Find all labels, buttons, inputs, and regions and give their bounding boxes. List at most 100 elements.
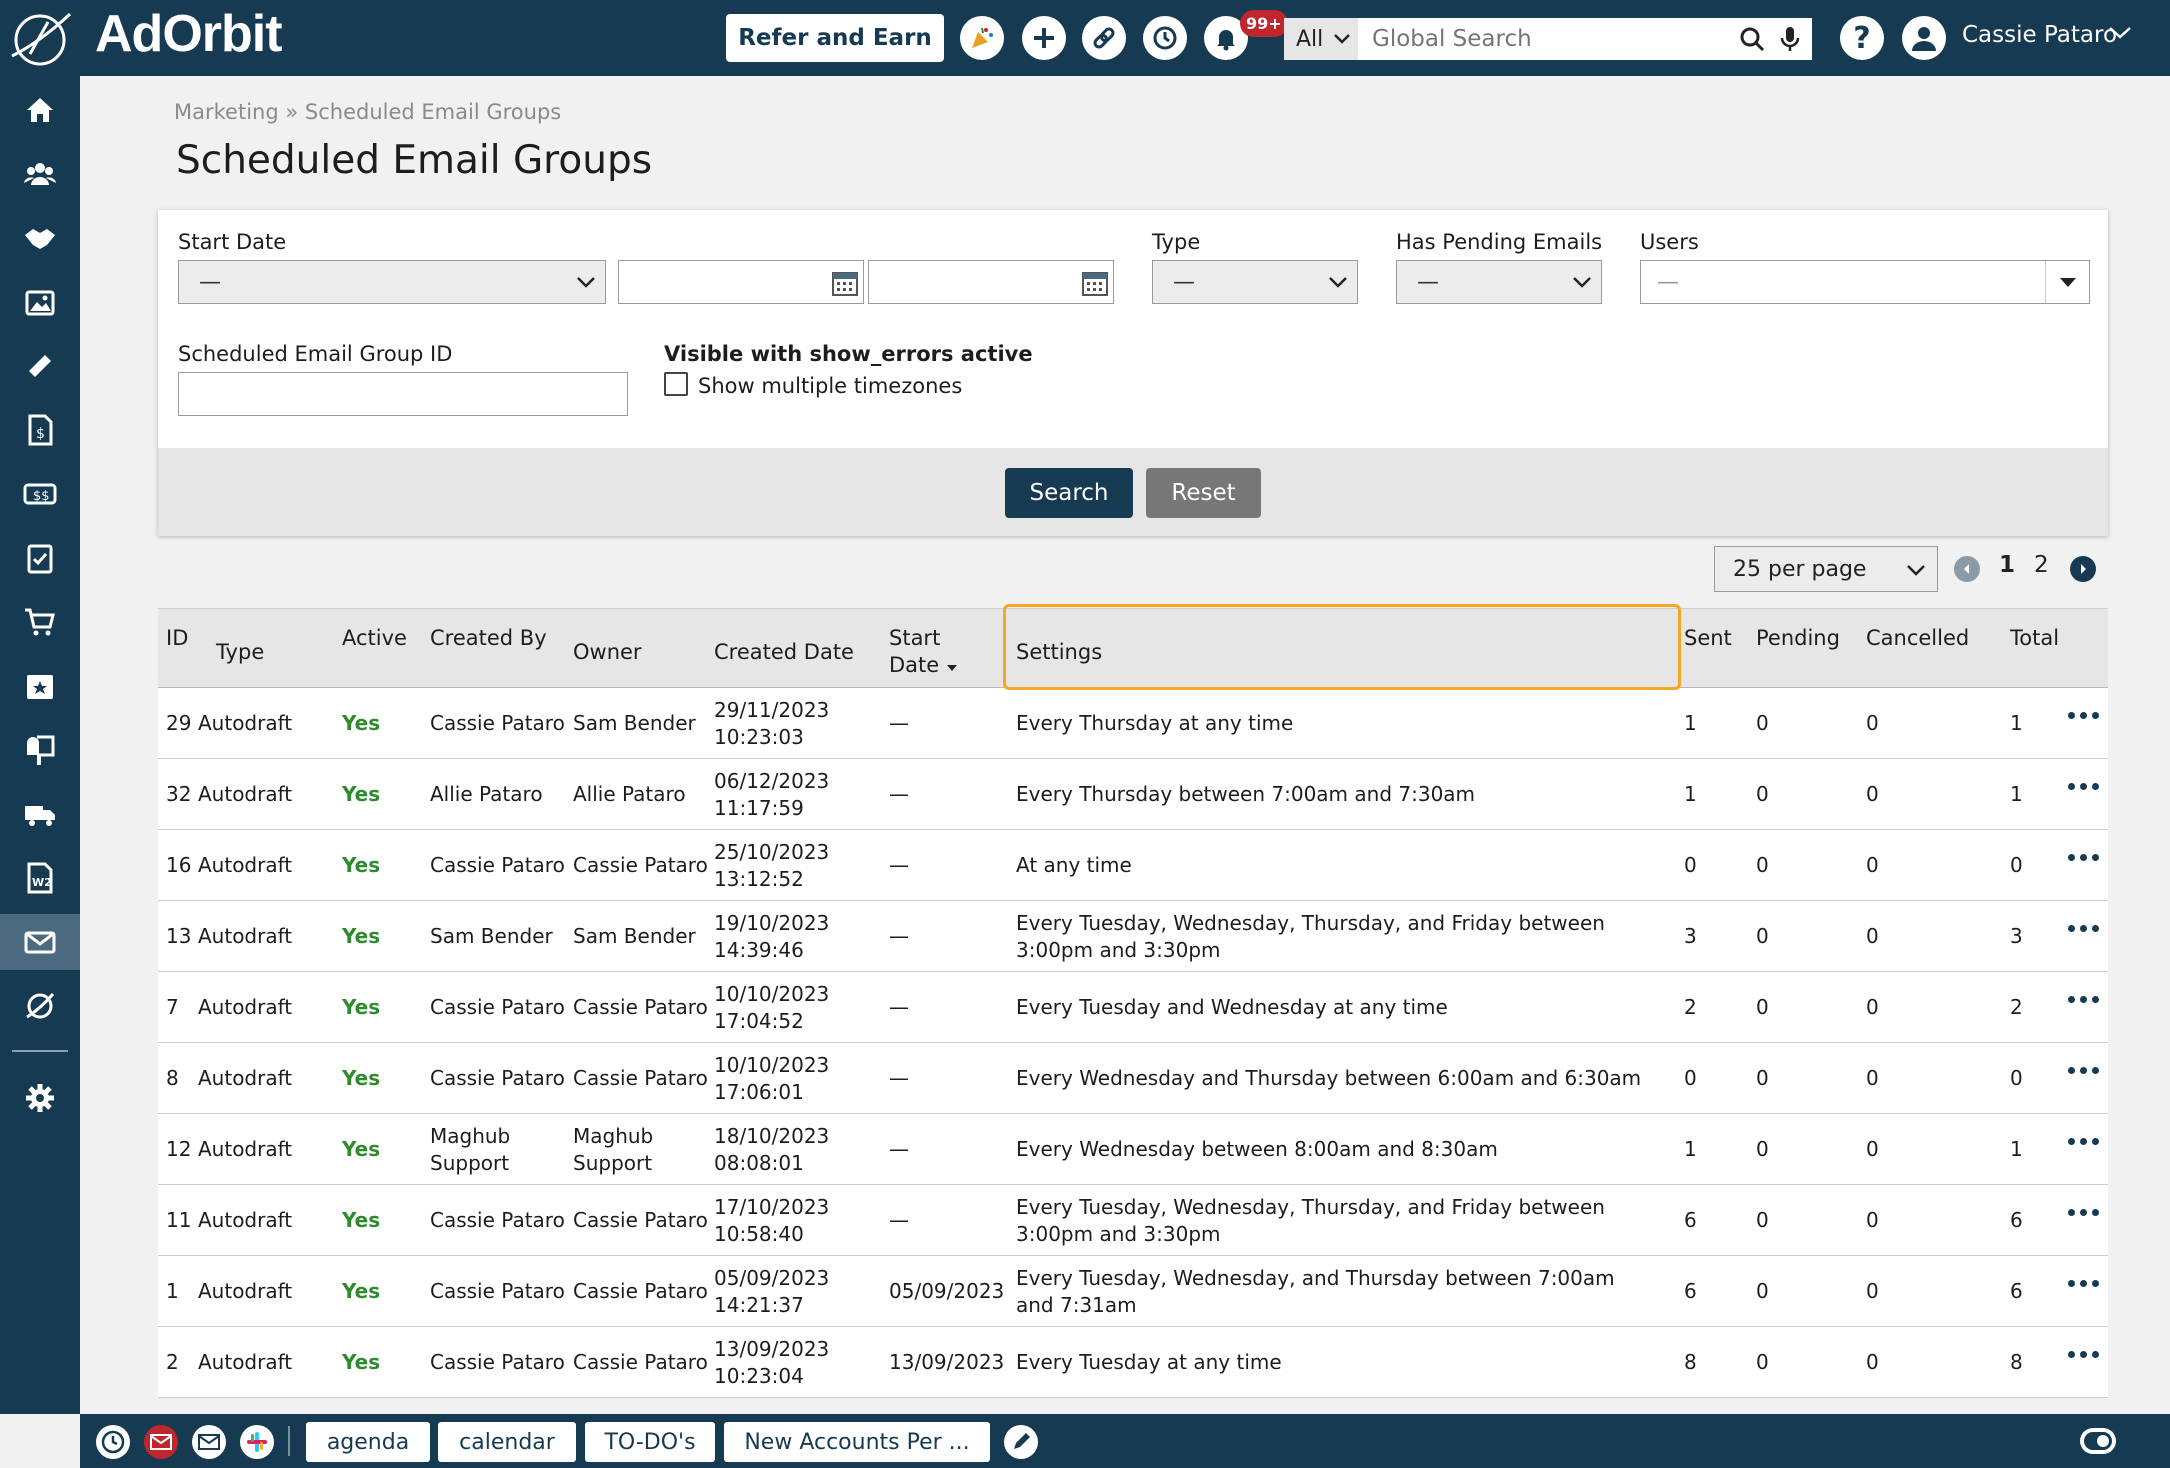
type-select[interactable]: —: [1152, 260, 1358, 304]
row-actions-ellipsis-icon[interactable]: [2068, 1067, 2099, 1074]
bottom-tab-agenda[interactable]: agenda: [306, 1422, 430, 1462]
sidebar-w2-icon[interactable]: W2: [0, 850, 80, 906]
sidebar-delivery-icon[interactable]: [0, 786, 80, 842]
show-multiple-timezones-checkbox[interactable]: [664, 372, 688, 396]
calendar-icon[interactable]: [1081, 269, 1109, 297]
microphone-icon[interactable]: [1780, 25, 1800, 53]
row-actions-ellipsis-icon[interactable]: [2068, 783, 2099, 790]
start-date-from-input[interactable]: [618, 260, 864, 304]
clock-icon[interactable]: [96, 1425, 130, 1459]
col-total-header[interactable]: Total: [2010, 626, 2060, 650]
bottom-tab-todos[interactable]: TO-DO's: [585, 1422, 715, 1462]
table-row[interactable]: 1 Autodraft Yes Cassie Pataro Cassie Pataro 0…: [158, 1256, 2108, 1327]
reset-button[interactable]: Reset: [1146, 468, 1261, 518]
col-start-date-header[interactable]: Start Date: [889, 625, 958, 679]
search-icon[interactable]: [1738, 25, 1766, 53]
party-icon[interactable]: [960, 16, 1004, 60]
col-created-by-header[interactable]: Created By: [430, 626, 547, 650]
page-1-link[interactable]: 1: [1999, 552, 2016, 578]
sidebar-deals-icon[interactable]: [0, 210, 80, 266]
bottom-tab-new-accounts[interactable]: New Accounts Per ...: [724, 1422, 990, 1462]
link-icon[interactable]: [1082, 16, 1126, 60]
row-actions-ellipsis-icon[interactable]: [2068, 1280, 2099, 1287]
users-dropdown-button[interactable]: [2045, 261, 2089, 303]
col-cancelled-header[interactable]: Cancelled: [1866, 626, 1970, 650]
cell-id-text: 12: [166, 1137, 192, 1161]
user-menu-chevron-icon[interactable]: [2108, 26, 2132, 40]
next-page-icon[interactable]: [2070, 556, 2096, 582]
table-row[interactable]: 29 Autodraft Yes Cassie Pataro Sam Bender 29/…: [158, 688, 2108, 759]
table-row[interactable]: 11 Autodraft Yes Cassie Pataro Cassie Pataro…: [158, 1185, 2108, 1256]
show-multiple-timezones-label[interactable]: Show multiple timezones: [698, 374, 963, 398]
brand-name[interactable]: AdOrbit: [95, 5, 283, 63]
sidebar-home-icon[interactable]: [0, 82, 80, 138]
col-created-date-header[interactable]: Created Date: [714, 640, 854, 664]
calendar-icon[interactable]: [831, 269, 859, 297]
sidebar-tickets-icon[interactable]: [0, 338, 80, 394]
group-id-input[interactable]: [178, 372, 628, 416]
edit-pencil-icon[interactable]: [1004, 1425, 1038, 1459]
start-date-to-input[interactable]: [868, 260, 1114, 304]
sidebar-cart-icon[interactable]: [0, 594, 80, 650]
table-row[interactable]: 12 Autodraft Yes Maghub Support Maghub Suppo…: [158, 1114, 2108, 1185]
has-pending-emails-select[interactable]: —: [1396, 260, 1602, 304]
global-search-input[interactable]: [1358, 18, 1738, 60]
cell-start: —: [889, 688, 909, 759]
row-actions-ellipsis-icon[interactable]: [2068, 854, 2099, 861]
table-row[interactable]: 32 Autodraft Yes Allie Pataro Allie Pataro 06…: [158, 759, 2108, 830]
cell-owner: Cassie Pataro: [573, 1185, 713, 1256]
adorbit-logo-icon[interactable]: [8, 8, 72, 68]
user-avatar-icon[interactable]: [1902, 16, 1946, 60]
users-multiselect[interactable]: —: [1640, 260, 2090, 304]
col-id-header[interactable]: ID: [166, 626, 189, 650]
sidebar-contacts-icon[interactable]: [0, 146, 80, 202]
refer-and-earn-button[interactable]: Refer and Earn: [726, 14, 944, 62]
table-row[interactable]: 13 Autodraft Yes Sam Bender Sam Bender 19/10/…: [158, 901, 2108, 972]
sidebar-calendar-icon[interactable]: [0, 658, 80, 714]
sidebar-media-icon[interactable]: [0, 274, 80, 330]
search-button[interactable]: Search: [1005, 468, 1133, 518]
slack-icon[interactable]: [240, 1425, 274, 1459]
col-type-header[interactable]: Type: [216, 640, 265, 664]
per-page-select[interactable]: 25 per page: [1714, 546, 1938, 592]
sidebar-orbit-icon[interactable]: [0, 978, 80, 1034]
row-actions-ellipsis-icon[interactable]: [2068, 996, 2099, 1003]
table-row[interactable]: 7 Autodraft Yes Cassie Pataro Cassie Pataro 1…: [158, 972, 2108, 1043]
sidebar-tasks-icon[interactable]: [0, 530, 80, 586]
row-actions-ellipsis-icon[interactable]: [2068, 1138, 2099, 1145]
prev-page-icon[interactable]: [1954, 556, 1980, 582]
col-sent-header[interactable]: Sent: [1684, 626, 1732, 650]
add-icon[interactable]: [1022, 16, 1066, 60]
bottom-tab-calendar[interactable]: calendar: [438, 1422, 576, 1462]
cell-owner-text: Cassie Pataro: [573, 995, 708, 1019]
history-icon[interactable]: [1143, 16, 1187, 60]
row-actions-ellipsis-icon[interactable]: [2068, 712, 2099, 719]
table-row[interactable]: 16 Autodraft Yes Cassie Pataro Cassie Pataro…: [158, 830, 2108, 901]
table-row[interactable]: 2 Autodraft Yes Cassie Pataro Cassie Pataro 1…: [158, 1327, 2108, 1398]
user-name[interactable]: Cassie Pataro: [1962, 22, 2118, 48]
sidebar-settings-gear-icon[interactable]: [0, 1070, 80, 1126]
mail-alert-icon[interactable]: [144, 1425, 178, 1459]
mail-chat-icon[interactable]: [192, 1425, 226, 1459]
row-actions-ellipsis-icon[interactable]: [2068, 1351, 2099, 1358]
col-settings-header[interactable]: Settings: [1016, 640, 1103, 664]
row-actions-ellipsis-icon[interactable]: [2068, 925, 2099, 932]
start-date-select[interactable]: —: [178, 260, 606, 304]
cell-owner: Allie Pataro: [573, 759, 713, 830]
col-pending-header[interactable]: Pending: [1756, 626, 1840, 650]
sidebar-invoices-icon[interactable]: $: [0, 402, 80, 458]
col-owner-header[interactable]: Owner: [573, 640, 642, 664]
table-row[interactable]: 8 Autodraft Yes Cassie Pataro Cassie Pataro 1…: [158, 1043, 2108, 1114]
col-active-header[interactable]: Active: [342, 626, 407, 650]
search-scope-select[interactable]: All: [1284, 18, 1358, 60]
sidebar-email-icon[interactable]: [0, 914, 80, 970]
toggle-icon[interactable]: [2080, 1428, 2116, 1454]
sidebar-payments-icon[interactable]: $$: [0, 466, 80, 522]
breadcrumb-marketing-link[interactable]: Marketing: [174, 100, 279, 124]
page-2-link[interactable]: 2: [2034, 552, 2049, 578]
sidebar-mailbox-icon[interactable]: [0, 722, 80, 778]
cell-start: —: [889, 1043, 909, 1114]
chevron-down-icon: [1907, 565, 1925, 576]
row-actions-ellipsis-icon[interactable]: [2068, 1209, 2099, 1216]
help-button[interactable]: ?: [1840, 16, 1884, 60]
